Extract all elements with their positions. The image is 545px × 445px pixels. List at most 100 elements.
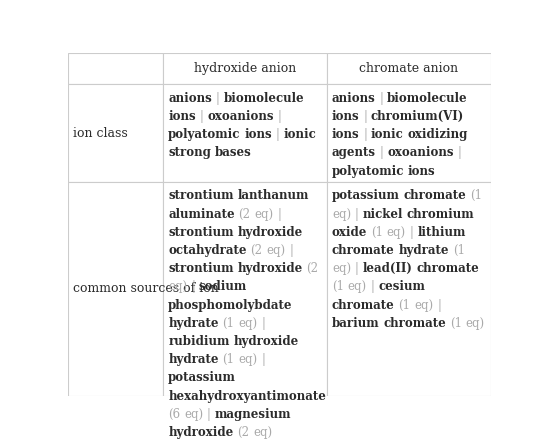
- Text: strontium: strontium: [168, 226, 234, 239]
- Text: chromate: chromate: [416, 262, 479, 275]
- Text: polyatomic: polyatomic: [332, 165, 404, 178]
- Text: |: |: [410, 226, 414, 239]
- Text: barium: barium: [332, 317, 379, 330]
- Text: |: |: [261, 317, 265, 330]
- Text: chromate: chromate: [403, 190, 467, 202]
- Text: strontium: strontium: [168, 190, 234, 202]
- Text: strontium: strontium: [168, 262, 234, 275]
- Text: |: |: [216, 92, 220, 105]
- Text: chromate: chromate: [332, 299, 395, 312]
- Bar: [68, 53, 163, 84]
- Text: lithium: lithium: [417, 226, 465, 239]
- Text: hydroxide anion: hydroxide anion: [194, 62, 296, 75]
- Text: hydrate: hydrate: [398, 244, 449, 257]
- Text: |: |: [380, 146, 384, 159]
- Text: |: |: [457, 146, 462, 159]
- Text: |: |: [191, 280, 195, 293]
- Text: oxoanions: oxoanions: [387, 146, 454, 159]
- Text: eq): eq): [255, 208, 274, 221]
- Text: (1: (1: [371, 226, 383, 239]
- Text: ionic: ionic: [371, 128, 404, 141]
- Text: (6: (6: [168, 408, 180, 421]
- Text: eq): eq): [414, 299, 433, 312]
- Bar: [327, 182, 490, 396]
- Text: chromate: chromate: [383, 317, 446, 330]
- Text: |: |: [364, 128, 367, 141]
- Text: (2: (2: [306, 262, 318, 275]
- Text: hydroxide: hydroxide: [238, 226, 302, 239]
- Text: eq): eq): [266, 244, 286, 257]
- Text: (1: (1: [222, 353, 234, 366]
- Text: chromium(VI): chromium(VI): [371, 110, 464, 123]
- Text: (1: (1: [450, 317, 462, 330]
- Text: (1: (1: [222, 317, 234, 330]
- Text: (2: (2: [239, 208, 251, 221]
- Text: |: |: [276, 128, 280, 141]
- Text: |: |: [364, 110, 367, 123]
- Text: |: |: [371, 280, 374, 293]
- Text: ions: ions: [168, 110, 196, 123]
- Text: oxoanions: oxoanions: [207, 110, 274, 123]
- Text: hydrate: hydrate: [168, 317, 219, 330]
- Text: |: |: [289, 244, 293, 257]
- Text: |: |: [277, 208, 281, 221]
- Text: eq): eq): [253, 426, 272, 439]
- Text: common sources of ion: common sources of ion: [73, 283, 219, 295]
- Text: eq): eq): [387, 226, 406, 239]
- Text: biomolecule: biomolecule: [387, 92, 468, 105]
- Text: |: |: [277, 110, 281, 123]
- Text: eq): eq): [238, 353, 257, 366]
- Text: hydroxide: hydroxide: [168, 426, 233, 439]
- Text: |: |: [207, 408, 211, 421]
- Text: sodium: sodium: [199, 280, 247, 293]
- Text: phosphomolybdate: phosphomolybdate: [168, 299, 293, 312]
- Text: eq): eq): [168, 280, 187, 293]
- Text: bases: bases: [215, 146, 252, 159]
- Text: anions: anions: [332, 92, 376, 105]
- Text: ionic: ionic: [283, 128, 316, 141]
- Text: anions: anions: [168, 92, 212, 105]
- Text: ions: ions: [332, 110, 360, 123]
- Text: ions: ions: [244, 128, 272, 141]
- Bar: [327, 84, 490, 182]
- Text: lead(II): lead(II): [362, 262, 412, 275]
- Text: chromate: chromate: [332, 244, 395, 257]
- Text: oxide: oxide: [332, 226, 367, 239]
- Text: (1: (1: [453, 244, 465, 257]
- Text: (2: (2: [251, 244, 263, 257]
- Text: nickel: nickel: [362, 208, 403, 221]
- Text: eq): eq): [238, 317, 257, 330]
- Text: ion class: ion class: [73, 126, 128, 140]
- Text: rubidium: rubidium: [168, 335, 229, 348]
- Text: |: |: [261, 353, 265, 366]
- Text: potassium: potassium: [332, 190, 400, 202]
- Text: hexahydroxyantimonate: hexahydroxyantimonate: [168, 390, 326, 403]
- Text: eq): eq): [348, 280, 367, 293]
- Text: eq): eq): [332, 262, 351, 275]
- Text: polyatomic: polyatomic: [168, 128, 240, 141]
- Text: (1: (1: [470, 190, 482, 202]
- Text: eq): eq): [184, 408, 203, 421]
- Text: ions: ions: [408, 165, 435, 178]
- Bar: [327, 53, 490, 84]
- Text: lanthanum: lanthanum: [238, 190, 309, 202]
- Text: cesium: cesium: [378, 280, 425, 293]
- Text: chromium: chromium: [407, 208, 474, 221]
- Text: hydrate: hydrate: [168, 353, 219, 366]
- Text: (2: (2: [237, 426, 249, 439]
- Text: strong: strong: [168, 146, 211, 159]
- Bar: [163, 182, 327, 396]
- Text: |: |: [355, 208, 359, 221]
- Text: (1: (1: [332, 280, 344, 293]
- Text: (1: (1: [398, 299, 410, 312]
- Text: aluminate: aluminate: [168, 208, 235, 221]
- Bar: [163, 53, 327, 84]
- Text: hydroxide: hydroxide: [238, 262, 302, 275]
- Bar: [68, 84, 163, 182]
- Text: |: |: [379, 92, 383, 105]
- Text: chromate anion: chromate anion: [359, 62, 458, 75]
- Text: |: |: [199, 110, 203, 123]
- Text: potassium: potassium: [168, 372, 236, 384]
- Text: magnesium: magnesium: [215, 408, 291, 421]
- Text: eq): eq): [332, 208, 351, 221]
